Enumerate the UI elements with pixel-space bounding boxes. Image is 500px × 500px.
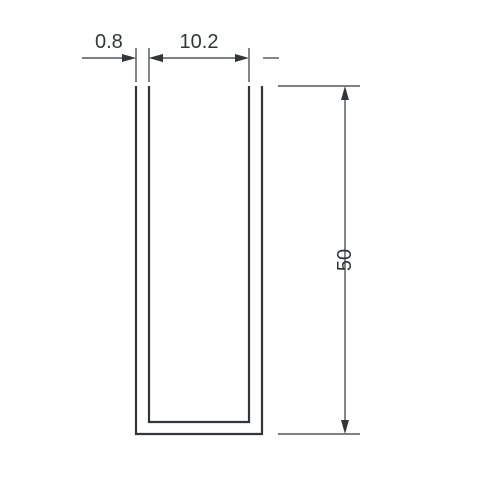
dimension-label-inner-width: 10.2 [180,31,219,53]
dimension-label-height: 50 [334,249,356,271]
dimension-arrow [341,420,349,434]
technical-drawing: 0.8 10.2 50 [0,0,500,500]
dimension-arrow [149,54,163,62]
u-channel-outer [136,86,262,434]
dimension-arrow [122,54,136,62]
u-channel-inner [149,86,249,422]
dimension-arrow [235,54,249,62]
dimension-arrow [341,86,349,100]
dimension-label-thickness: 0.8 [95,31,123,53]
